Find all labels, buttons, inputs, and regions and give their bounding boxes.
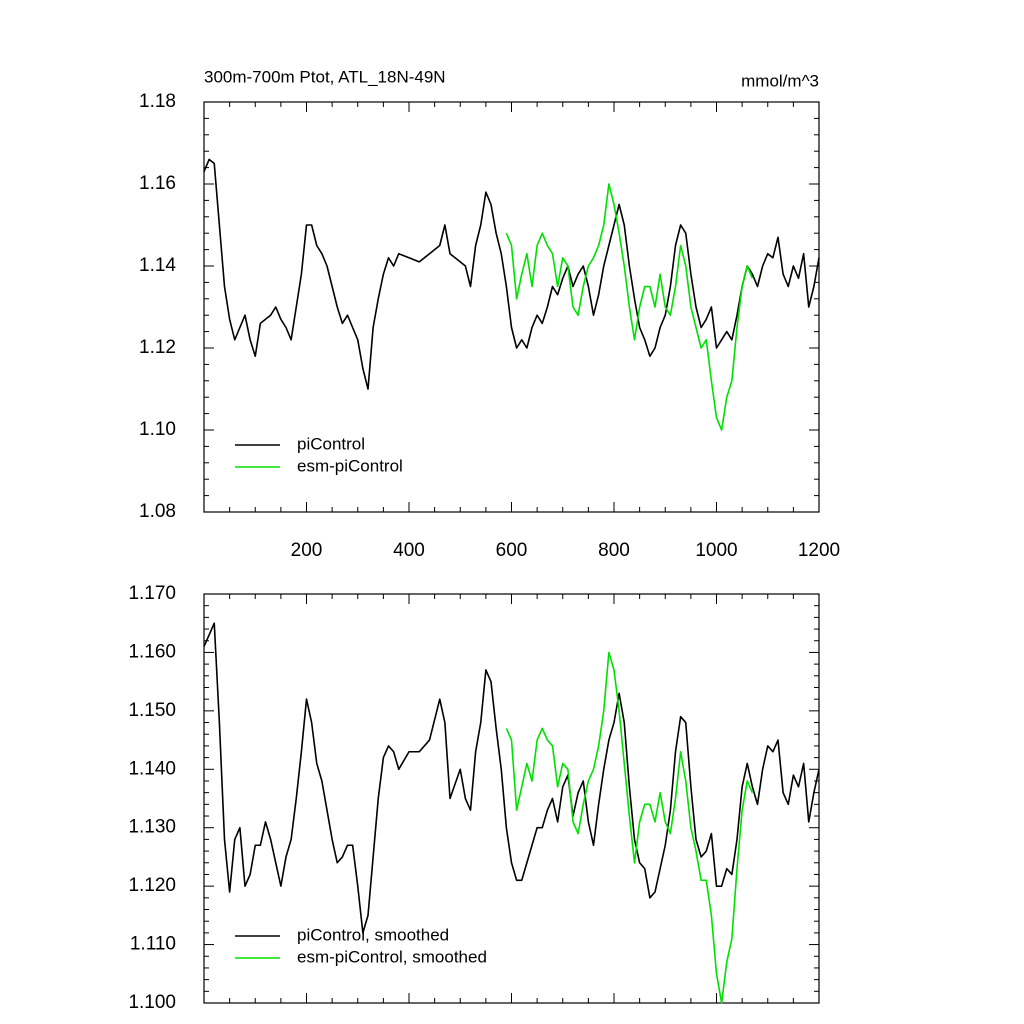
series-line: [505, 651, 754, 1004]
units-label: mmol/m^3: [741, 71, 819, 90]
y-tick-label: 1.150: [128, 700, 176, 721]
x-tick-label: 1000: [695, 540, 737, 561]
legend-label: esm-piControl, smoothed: [297, 947, 487, 966]
series-line: [203, 622, 820, 934]
y-tick-label: 1.170: [128, 583, 176, 604]
x-tick-label: 200: [291, 540, 323, 561]
series-line: [203, 158, 820, 390]
x-tick-label: 400: [393, 540, 425, 561]
y-tick-label: 1.14: [139, 255, 176, 276]
legend-label: piControl: [297, 434, 365, 453]
y-tick-label: 1.08: [139, 501, 176, 522]
x-tick-label: 1200: [798, 540, 840, 561]
chart-title: 300m-700m Ptot, ATL_18N-49N: [204, 67, 446, 86]
legend-label: piControl, smoothed: [297, 925, 449, 944]
series-line: [505, 183, 754, 431]
x-tick-label: 600: [496, 540, 528, 561]
y-tick-label: 1.160: [128, 641, 176, 662]
legend-label: esm-piControl: [297, 456, 403, 475]
y-tick-label: 1.120: [128, 875, 176, 896]
y-tick-label: 1.130: [128, 817, 176, 838]
y-tick-label: 1.18: [139, 91, 176, 112]
y-tick-label: 1.100: [128, 992, 176, 1013]
y-tick-label: 1.12: [139, 337, 176, 358]
y-tick-label: 1.140: [128, 758, 176, 779]
x-tick-label: 800: [598, 540, 630, 561]
y-tick-label: 1.110: [130, 934, 176, 955]
y-tick-label: 1.16: [139, 173, 176, 194]
y-tick-label: 1.10: [139, 419, 176, 440]
